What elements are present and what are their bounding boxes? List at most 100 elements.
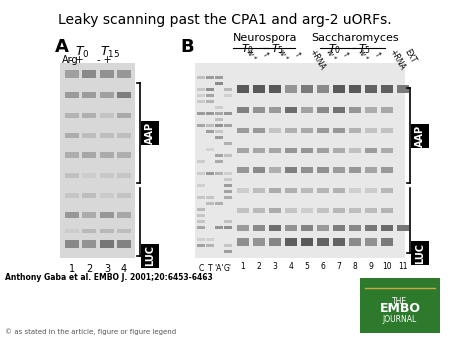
Text: 3: 3: [104, 264, 110, 274]
Bar: [82, 212, 96, 218]
Bar: [197, 124, 205, 127]
Bar: [333, 167, 345, 173]
Text: $T_0$: $T_0$: [328, 42, 342, 56]
Bar: [117, 152, 131, 158]
Bar: [117, 173, 131, 178]
Bar: [411, 123, 429, 147]
Bar: [197, 172, 205, 175]
Text: 4: 4: [121, 264, 127, 274]
Bar: [349, 238, 361, 246]
Bar: [224, 190, 232, 193]
Text: LUC: LUC: [415, 242, 425, 264]
Bar: [237, 128, 249, 133]
Bar: [215, 226, 223, 229]
Bar: [349, 208, 361, 213]
Bar: [333, 85, 345, 93]
Bar: [206, 172, 214, 175]
Bar: [224, 94, 232, 97]
Bar: [60, 63, 135, 258]
Text: T: T: [208, 264, 212, 273]
Text: AAP: AAP: [145, 122, 155, 144]
Text: G': G': [224, 264, 232, 273]
Bar: [197, 76, 205, 79]
Bar: [269, 238, 281, 246]
Bar: [197, 100, 205, 103]
Bar: [65, 212, 79, 218]
Bar: [117, 133, 131, 138]
Bar: [237, 148, 249, 153]
Bar: [117, 229, 131, 233]
Bar: [253, 128, 265, 133]
Bar: [215, 160, 223, 163]
Text: LUC: LUC: [145, 245, 155, 266]
Bar: [365, 225, 377, 231]
Bar: [269, 208, 281, 213]
Text: A: A: [55, 38, 69, 56]
Bar: [285, 225, 297, 231]
Bar: [215, 76, 223, 79]
Bar: [301, 85, 313, 93]
Bar: [65, 240, 79, 248]
Text: $T_{15}$: $T_{15}$: [100, 45, 120, 60]
Text: $T_0$: $T_0$: [241, 42, 255, 56]
Bar: [317, 208, 329, 213]
Text: C: C: [198, 264, 203, 273]
Bar: [333, 225, 345, 231]
Bar: [206, 244, 214, 247]
Text: 10: 10: [382, 262, 392, 271]
Bar: [215, 136, 223, 139]
Bar: [197, 220, 205, 223]
Bar: [82, 240, 96, 248]
Bar: [269, 167, 281, 173]
Bar: [65, 133, 79, 138]
Bar: [224, 142, 232, 145]
Text: $w^+$: $w^+$: [323, 46, 340, 64]
Text: Arg: Arg: [62, 55, 79, 65]
Bar: [349, 85, 361, 93]
Text: 'A': 'A': [214, 264, 224, 273]
Bar: [269, 128, 281, 133]
Bar: [301, 238, 313, 246]
Bar: [206, 124, 214, 127]
Bar: [100, 113, 114, 118]
Bar: [197, 112, 205, 115]
Bar: [317, 148, 329, 153]
Text: © as stated in the article, figure or figure legend: © as stated in the article, figure or fi…: [5, 328, 176, 335]
Bar: [269, 107, 281, 113]
Bar: [349, 107, 361, 113]
Bar: [253, 167, 265, 173]
Bar: [206, 100, 214, 103]
Bar: [197, 160, 205, 163]
Text: 2: 2: [256, 262, 261, 271]
Bar: [301, 148, 313, 153]
Text: Anthony Gaba et al. EMBO J. 2001;20:6453-6463: Anthony Gaba et al. EMBO J. 2001;20:6453…: [5, 273, 213, 282]
Bar: [224, 196, 232, 199]
Bar: [253, 85, 265, 93]
Bar: [317, 167, 329, 173]
Bar: [317, 128, 329, 133]
Bar: [197, 214, 205, 217]
Bar: [206, 112, 214, 115]
Bar: [197, 196, 205, 199]
Bar: [365, 85, 377, 93]
Bar: [285, 208, 297, 213]
Bar: [317, 85, 329, 93]
Bar: [206, 202, 214, 205]
Text: AAP: AAP: [415, 124, 425, 147]
Text: Neurospora: Neurospora: [233, 33, 297, 43]
Bar: [253, 208, 265, 213]
Text: 11: 11: [398, 262, 408, 271]
Bar: [197, 244, 205, 247]
Bar: [397, 85, 409, 93]
Bar: [100, 70, 114, 78]
Bar: [100, 212, 114, 218]
Bar: [269, 225, 281, 231]
Text: $w^+$: $w^+$: [243, 46, 260, 64]
Bar: [215, 202, 223, 205]
Bar: [197, 238, 205, 241]
Text: 9: 9: [369, 262, 373, 271]
Bar: [365, 128, 377, 133]
Bar: [285, 128, 297, 133]
Text: $T_5$: $T_5$: [271, 42, 284, 56]
Bar: [285, 167, 297, 173]
